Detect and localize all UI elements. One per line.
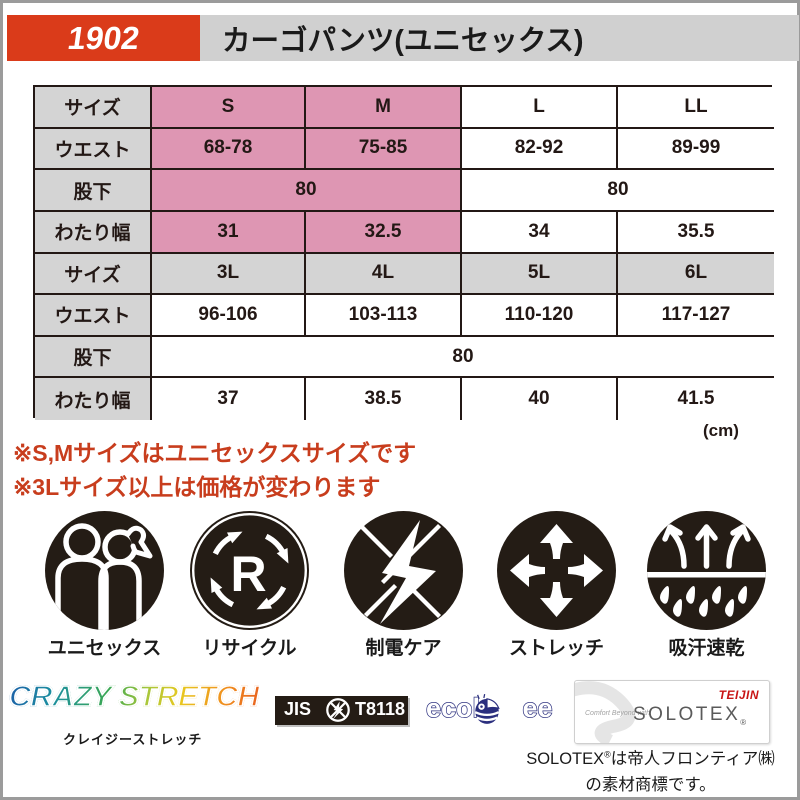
svg-text:R: R — [230, 546, 266, 602]
